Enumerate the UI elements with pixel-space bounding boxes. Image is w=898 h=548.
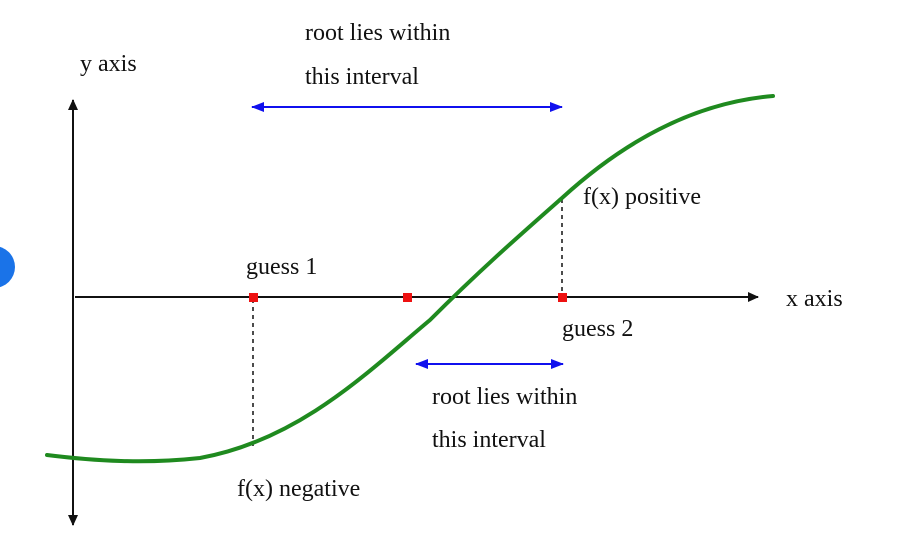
guess1-label: guess 1 [246, 254, 317, 280]
top-interval-label-line2: this interval [305, 64, 419, 90]
guess1-marker [249, 293, 258, 302]
fx-negative-label: f(x) negative [237, 476, 360, 502]
fx-positive-label: f(x) positive [583, 184, 701, 210]
bottom-interval-label-line1: root lies within [432, 384, 577, 410]
guess2-marker [558, 293, 567, 302]
bottom-interval-label-line2: this interval [432, 427, 546, 453]
midpoint-marker [403, 293, 412, 302]
x-axis-label: x axis [786, 286, 843, 312]
guess2-label: guess 2 [562, 316, 633, 342]
function-curve [45, 94, 775, 464]
y-axis-label: y axis [80, 51, 137, 77]
edge-dot-icon [0, 246, 15, 288]
top-interval-label-line1: root lies within [305, 20, 450, 46]
